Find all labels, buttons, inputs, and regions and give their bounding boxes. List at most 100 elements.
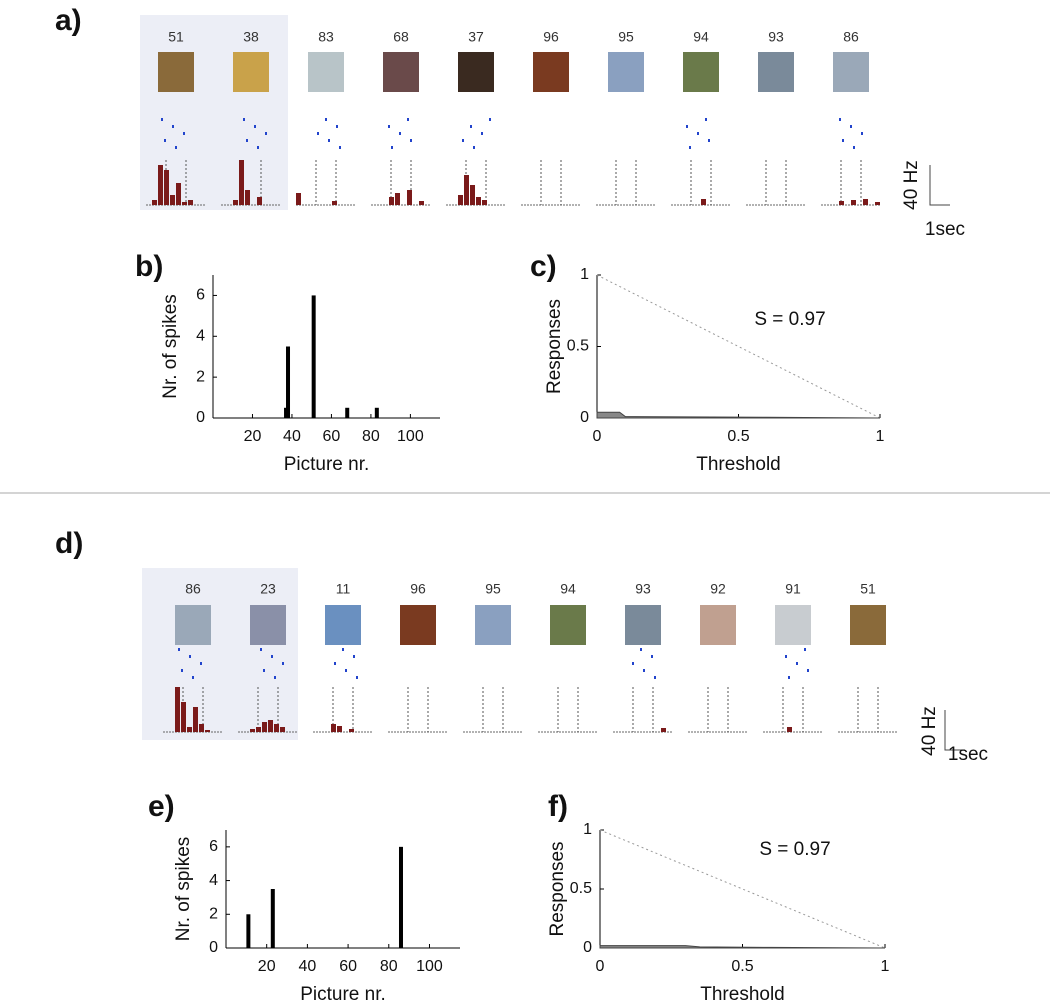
raster-spike (181, 669, 183, 672)
raster-spike (353, 655, 355, 658)
histogram-bar (268, 720, 273, 732)
raster-spike (796, 662, 798, 665)
x-tick-label: 100 (416, 958, 443, 975)
x-tick-label: 1 (881, 958, 890, 975)
histogram-bar (331, 724, 336, 732)
y-tick-label: 6 (196, 287, 205, 304)
raster-spike (788, 676, 790, 679)
x-axis-label: Picture nr. (300, 984, 386, 1005)
histogram-bar (349, 729, 354, 732)
thumbnail (233, 52, 269, 92)
histogram-bar (152, 200, 157, 205)
raster-spike (334, 662, 336, 665)
raster-spike (246, 139, 248, 142)
histogram-bar (839, 201, 844, 205)
y-tick-label: 1 (580, 266, 589, 283)
y-tick-label: 1 (583, 821, 592, 838)
raster-spike (481, 132, 483, 135)
picture-number: 38 (243, 29, 259, 45)
x-tick-label: 20 (244, 428, 262, 445)
thumbnail (625, 605, 661, 645)
highlight-bg (142, 568, 298, 740)
raster-spike (850, 125, 852, 128)
response-area (599, 945, 886, 949)
y-tick-label: 4 (209, 872, 218, 889)
raster-spike (325, 118, 327, 121)
histogram-bar (175, 687, 180, 732)
x-axis-label: Threshold (700, 984, 785, 1005)
histogram-bar (863, 199, 868, 205)
raster-spike (356, 676, 358, 679)
panel-label: e) (148, 790, 175, 823)
x-tick-label: 40 (298, 958, 316, 975)
bar (286, 346, 291, 418)
panel-label: d) (55, 527, 83, 560)
raster-spike (473, 146, 475, 149)
picture-number: 91 (785, 581, 801, 597)
picture-number: 11 (336, 581, 351, 597)
thumbnail (308, 52, 344, 92)
raster-spike (161, 118, 163, 121)
histogram-bar (464, 175, 469, 205)
annotation: S = 0.97 (754, 309, 825, 330)
y-tick-label: 0.5 (570, 880, 592, 897)
y-tick-label: 2 (196, 368, 205, 385)
x-tick-label: 80 (380, 958, 398, 975)
raster-spike (172, 125, 174, 128)
thumbnail (250, 605, 286, 645)
thumbnail (758, 52, 794, 92)
picture-number: 95 (485, 581, 501, 597)
histogram-bar (262, 722, 267, 732)
raster-spike (265, 132, 267, 135)
bar (311, 295, 316, 418)
raster-spike (410, 139, 412, 142)
raster-spike (861, 132, 863, 135)
scale-y-label: 40 Hz (901, 160, 922, 210)
y-axis-label: Responses (544, 299, 565, 394)
histogram-bar (280, 727, 285, 732)
histogram-bar (389, 197, 394, 205)
raster-spike (183, 132, 185, 135)
thumbnail (175, 605, 211, 645)
histogram-bar (661, 728, 666, 732)
diagonal-line (596, 274, 881, 419)
x-tick-label: 0.5 (727, 428, 749, 445)
raster-spike (388, 125, 390, 128)
histogram-bar (296, 193, 301, 205)
raster-spike (192, 676, 194, 679)
histogram-bar (482, 200, 487, 205)
picture-number: 96 (410, 581, 426, 597)
histogram-bar (239, 160, 244, 205)
raster-spike (640, 648, 642, 651)
raster-spike (651, 655, 653, 658)
raster-spike (689, 146, 691, 149)
y-tick-label: 0 (196, 409, 205, 426)
response-area (596, 411, 881, 419)
raster-spike (342, 648, 344, 651)
raster-spike (200, 662, 202, 665)
scale-x-label: 1sec (925, 219, 965, 240)
thumbnail (700, 605, 736, 645)
panel-label: c) (530, 250, 557, 283)
raster-spike (175, 146, 177, 149)
y-axis-label: Responses (547, 841, 568, 936)
histogram-bar (332, 201, 337, 205)
histogram-bar (458, 195, 463, 205)
picture-number: 96 (543, 29, 559, 45)
histogram-bar (164, 170, 169, 205)
raster-spike (391, 146, 393, 149)
raster-spike (336, 125, 338, 128)
panel-label: f) (548, 790, 568, 823)
x-tick-label: 1 (876, 428, 885, 445)
bar (374, 407, 379, 418)
raster-spike (705, 118, 707, 121)
bar (398, 846, 403, 948)
raster-spike (274, 676, 276, 679)
histogram-bar (199, 724, 204, 732)
thumbnail (383, 52, 419, 92)
histogram-bar (188, 200, 193, 205)
histogram-bar (250, 729, 255, 732)
histogram-bar (257, 197, 262, 205)
y-tick-label: 0 (580, 409, 589, 426)
